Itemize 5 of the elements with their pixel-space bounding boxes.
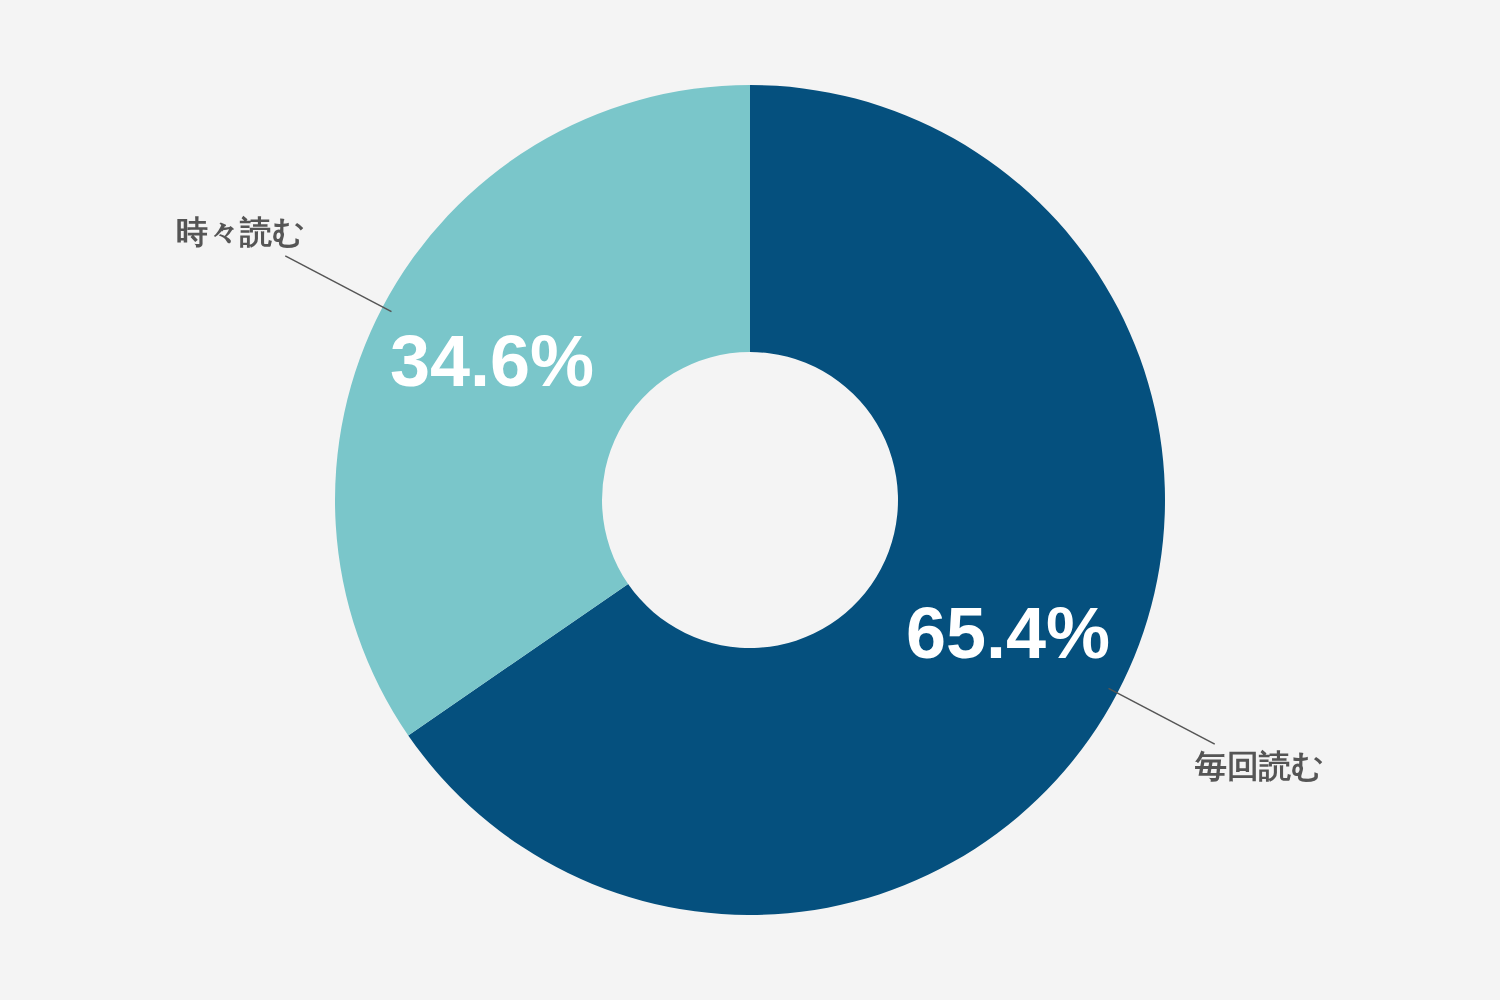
slice-label: 毎回読む xyxy=(1193,747,1324,786)
slice-label: 時々読む xyxy=(176,212,306,251)
data-label: 34.6% xyxy=(389,321,595,402)
donut-slice xyxy=(335,85,750,736)
data-label: 65.4% xyxy=(905,592,1111,673)
